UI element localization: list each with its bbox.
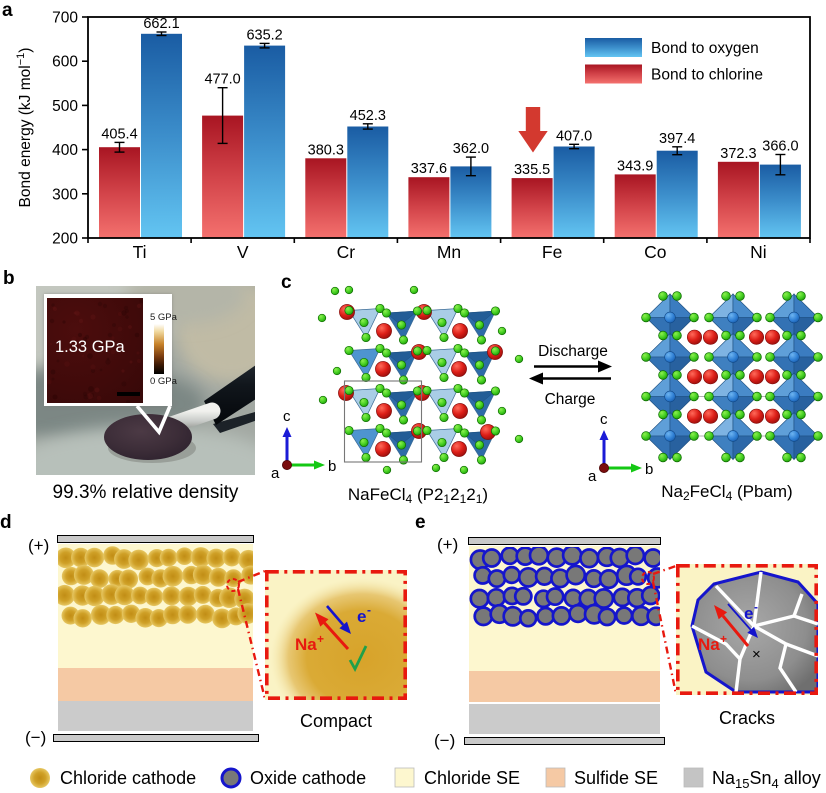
svg-text:a: a xyxy=(271,465,280,482)
svg-text:a: a xyxy=(588,468,597,485)
svg-text:405.4: 405.4 xyxy=(101,126,137,142)
svg-text:Sulfide SE: Sulfide SE xyxy=(574,768,658,788)
svg-text:337.6: 337.6 xyxy=(411,161,447,177)
svg-text:-: - xyxy=(367,603,371,617)
svg-text:407.0: 407.0 xyxy=(556,128,592,144)
svg-text:300: 300 xyxy=(52,186,78,203)
svg-text:Chloride cathode: Chloride cathode xyxy=(60,768,196,788)
svg-text:Na2FeCl4 (Pbam): Na2FeCl4 (Pbam) xyxy=(661,482,792,503)
svg-text:362.0: 362.0 xyxy=(453,141,489,157)
svg-text:Ni: Ni xyxy=(750,242,767,262)
svg-text:Mn: Mn xyxy=(437,242,461,262)
svg-text:Cr: Cr xyxy=(337,242,356,262)
svg-text:343.9: 343.9 xyxy=(617,158,653,174)
svg-text:V: V xyxy=(237,242,249,262)
svg-text:380.3: 380.3 xyxy=(308,142,344,158)
svg-text:400: 400 xyxy=(52,142,78,159)
svg-text:Bond to oxygen: Bond to oxygen xyxy=(651,40,759,57)
svg-text:500: 500 xyxy=(52,98,78,115)
svg-text:c: c xyxy=(283,408,291,425)
svg-text:Discharge: Discharge xyxy=(538,343,608,360)
svg-text:Chloride SE: Chloride SE xyxy=(424,768,520,788)
svg-text:600: 600 xyxy=(52,54,78,71)
svg-text:Bond energy (kJ mol−1): Bond energy (kJ mol−1) xyxy=(15,48,34,208)
svg-text:+: + xyxy=(720,632,727,646)
svg-text:NaFeCl4 (P212121): NaFeCl4 (P212121) xyxy=(348,485,488,506)
svg-text:397.4: 397.4 xyxy=(659,131,695,147)
svg-text:e: e xyxy=(357,607,366,626)
svg-text:366.0: 366.0 xyxy=(762,139,798,155)
svg-text:700: 700 xyxy=(52,10,78,27)
svg-text:×: × xyxy=(752,646,761,663)
svg-text:635.2: 635.2 xyxy=(246,27,282,43)
svg-text:Oxide cathode: Oxide cathode xyxy=(250,768,366,788)
svg-text:372.3: 372.3 xyxy=(720,146,756,162)
svg-text:b: b xyxy=(645,461,653,478)
svg-text:Ti: Ti xyxy=(133,242,147,262)
svg-text:-: - xyxy=(754,600,758,614)
svg-text:Charge: Charge xyxy=(545,391,596,408)
svg-text:c: c xyxy=(600,411,608,428)
svg-text:Fe: Fe xyxy=(542,242,562,262)
svg-text:Co: Co xyxy=(644,242,666,262)
svg-text:e: e xyxy=(744,604,753,623)
svg-text:477.0: 477.0 xyxy=(204,72,240,88)
svg-text:335.5: 335.5 xyxy=(514,162,550,178)
svg-text:Na15Sn4 alloy: Na15Sn4 alloy xyxy=(712,768,821,791)
svg-text:b: b xyxy=(328,458,336,475)
svg-text:+: + xyxy=(317,632,324,646)
svg-text:Bond to chlorine: Bond to chlorine xyxy=(651,67,763,84)
svg-text:Na: Na xyxy=(295,635,317,654)
svg-text:200: 200 xyxy=(52,231,78,248)
svg-text:452.3: 452.3 xyxy=(350,108,386,124)
svg-text:Na: Na xyxy=(698,635,720,654)
svg-text:662.1: 662.1 xyxy=(143,16,179,32)
